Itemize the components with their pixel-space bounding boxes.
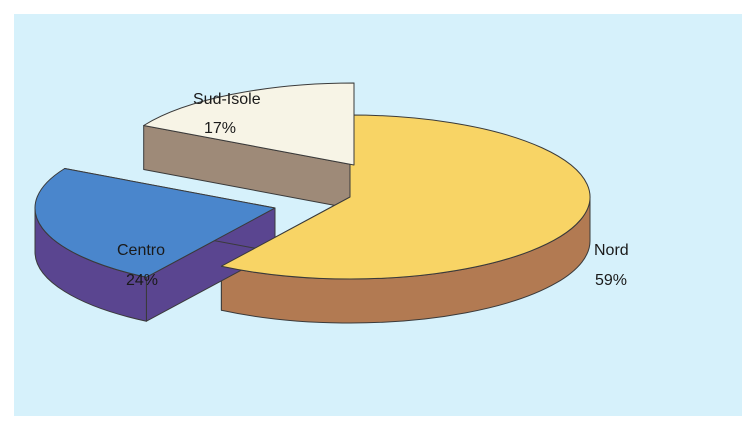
slice-percent-nord: 59% <box>595 272 627 289</box>
slice-percent-sud-isole: 17% <box>204 120 236 137</box>
pie-tops <box>34 82 591 280</box>
slice-label-nord: Nord <box>594 242 629 259</box>
slice-label-sud-isole: Sud-Isole <box>193 91 261 108</box>
slice-label-centro: Centro <box>117 242 165 259</box>
slice-top-nord <box>220 114 591 280</box>
slice-top-centro <box>34 167 276 278</box>
slice-percent-centro: 24% <box>126 272 158 289</box>
slice-top-sud-isole <box>143 82 355 166</box>
